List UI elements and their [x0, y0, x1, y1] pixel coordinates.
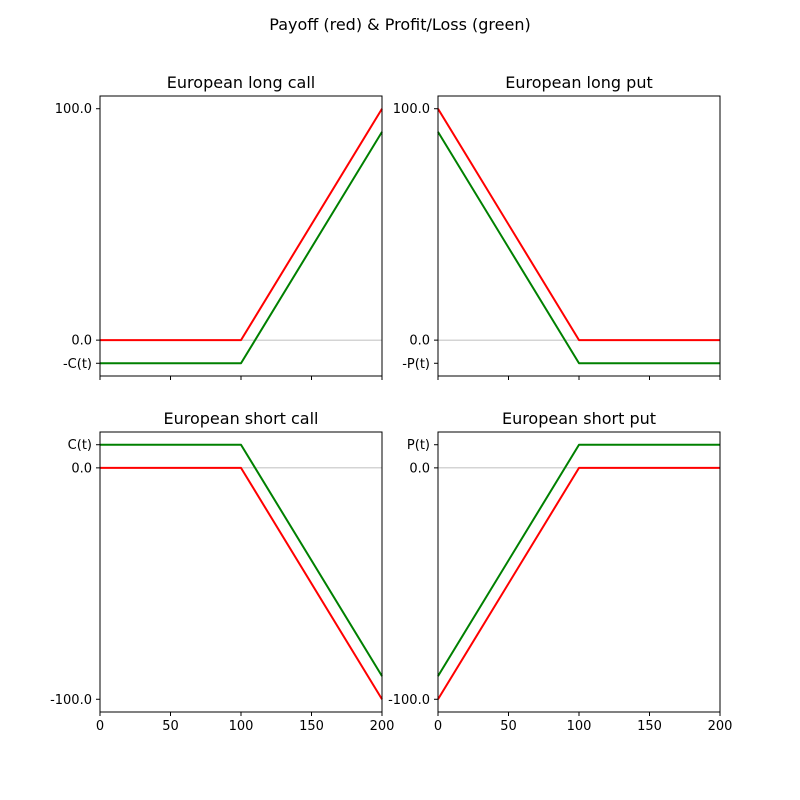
subplot-title: European short call	[164, 409, 319, 428]
y-tick-label: C(t)	[68, 438, 92, 453]
subplot-3: 0 50 100 150 200 C(t) 0.0 -100.0 European short …	[50, 409, 394, 734]
subplot-4: 0 50 100 150 200 P(t) 0.0 -100.0 European short …	[388, 409, 732, 734]
x-tick-label: 200	[708, 719, 733, 734]
subplot-title: European long call	[167, 73, 315, 92]
y-tick-label: 0.0	[409, 334, 430, 349]
y-tick-label: -100.0	[50, 693, 92, 708]
series-line-payoff	[100, 108, 383, 342]
x-tick-label: 100	[567, 719, 592, 734]
subplot-2: 100.0 0.0 -P(t) European long put	[393, 73, 721, 380]
axes-frame	[99, 431, 383, 713]
series-line-profit-loss	[100, 131, 383, 365]
y-tick-label: P(t)	[407, 438, 430, 453]
y-tick-label: -100.0	[388, 693, 430, 708]
y-tick-label: 0.0	[71, 334, 92, 349]
subplot-title: European long put	[505, 73, 652, 92]
series-line-payoff	[100, 466, 383, 700]
series-line-payoff	[437, 108, 720, 342]
x-tick-label: 100	[229, 719, 254, 734]
subplot-grid: 100.0 0.0 -C(t) European long call 100.0 0.0 -…	[50, 73, 732, 734]
subplot-title: European short put	[502, 409, 656, 428]
x-tick-label: 200	[370, 719, 395, 734]
x-tick-label: 150	[637, 719, 662, 734]
axes-frame	[437, 431, 721, 713]
y-tick-label: 100.0	[55, 102, 92, 117]
y-tick-label: 100.0	[393, 102, 430, 117]
series-line-profit-loss	[437, 443, 720, 677]
x-tick-label: 50	[500, 719, 517, 734]
x-tick-label: 50	[162, 719, 179, 734]
y-tick-label: -P(t)	[402, 357, 430, 372]
x-tick-label: 0	[96, 719, 104, 734]
y-tick-label: 0.0	[409, 461, 430, 476]
axes-frame	[99, 95, 383, 377]
series-line-profit-loss	[100, 443, 383, 677]
figure-suptitle: Payoff (red) & Profit/Loss (green)	[269, 15, 530, 34]
series-line-payoff	[437, 466, 720, 700]
subplot-1: 100.0 0.0 -C(t) European long call	[55, 73, 383, 380]
y-tick-label: -C(t)	[63, 357, 92, 372]
series-line-profit-loss	[437, 131, 720, 365]
axes-frame	[437, 95, 721, 377]
y-tick-label: 0.0	[71, 461, 92, 476]
x-tick-label: 150	[299, 719, 324, 734]
x-tick-label: 0	[434, 719, 442, 734]
